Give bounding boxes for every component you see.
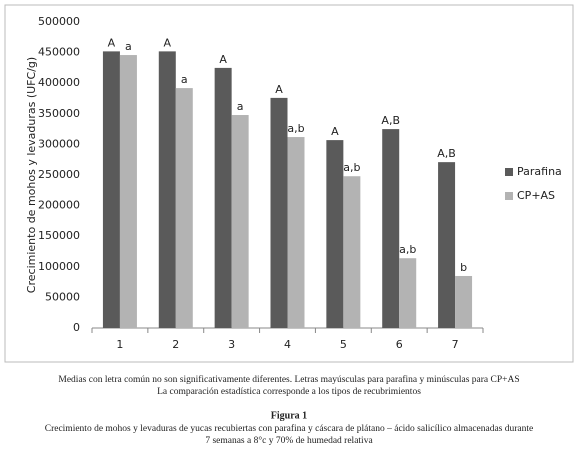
chart-frame [4,4,574,363]
x-tick-label: 2 [172,338,179,351]
bar [455,275,473,328]
significance-letter: A [275,83,283,96]
y-tick-label: 400000 [38,76,80,89]
significance-letter: a [237,100,244,113]
bar [102,51,120,328]
significance-letter: a,b [399,243,416,256]
significance-letter: a [125,40,132,53]
note: La comparación estadística corresponde a… [157,387,421,397]
x-tick-label: 7 [452,338,459,351]
y-tick-label: 500000 [38,15,80,28]
significance-letter: b [460,261,467,274]
y-tick-label: 450000 [38,46,80,59]
significance-letter: A,B [381,114,400,127]
significance-letter: A [219,53,227,66]
significance-letter: A [331,125,339,138]
legend-swatch [505,168,513,176]
significance-letter: a [181,73,188,86]
bar [214,67,232,329]
bar [399,258,417,328]
y-tick-label: 350000 [38,107,80,120]
bar [175,88,193,328]
note: Medias con letra común no son significat… [58,374,519,385]
y-tick-label: 300000 [38,137,80,150]
x-tick-label: 6 [396,338,403,351]
y-tick-label: 50000 [45,290,80,303]
x-tick-label: 5 [340,338,347,351]
significance-letter: a,b [343,161,360,174]
figure-label: Figura 1 [271,410,307,421]
significance-letter: a,b [287,122,304,135]
bar [158,51,176,328]
legend-swatch [505,192,513,200]
bar [438,162,456,328]
bar [326,140,344,328]
y-axis-label: Crecimiento de mohos y levaduras (UFC/g) [25,57,38,293]
x-tick-label: 1 [116,338,123,351]
y-tick-label: 200000 [38,199,80,212]
y-tick-label: 100000 [38,260,80,273]
y-tick-label: 250000 [38,168,80,181]
legend-label: Parafina [517,165,562,178]
x-tick-label: 4 [284,338,291,351]
y-tick-label: 0 [73,321,80,334]
significance-letter: A [164,36,172,49]
bar [382,129,400,328]
significance-letter: A,B [437,147,456,160]
figure-caption: Crecimiento de mohos y levaduras de yuca… [45,423,534,434]
x-tick-label: 3 [228,338,235,351]
bar [119,55,137,328]
bar [287,137,305,328]
bar [343,176,361,328]
significance-letter: A [108,36,116,49]
figure-caption: 7 semanas a 8°c y 70% de humedad relativ… [205,435,373,446]
y-tick-label: 150000 [38,229,80,242]
legend-label: CP+AS [517,189,555,202]
bar [270,97,288,328]
bar [231,115,249,328]
